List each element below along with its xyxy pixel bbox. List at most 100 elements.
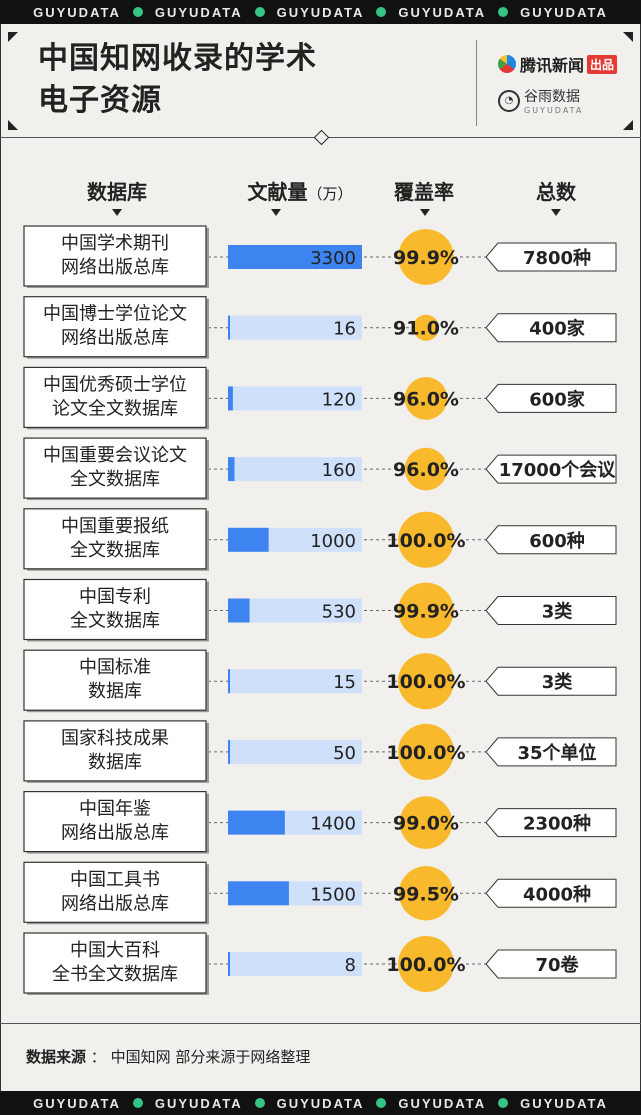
- coverage-bubble: [399, 796, 453, 849]
- total-label: 7800种: [523, 247, 591, 269]
- bar: [228, 315, 230, 340]
- bar-track: [228, 669, 362, 694]
- category-label: 网络出版总库: [61, 823, 169, 844]
- strip-word: GUYUDATA: [33, 4, 121, 20]
- bar-track: [228, 315, 362, 340]
- guyu-sub: GUYUDATA: [524, 106, 584, 115]
- total-label: 70卷: [535, 954, 579, 976]
- bar-track: [228, 952, 362, 976]
- coverage-label: 99.9%: [393, 601, 459, 623]
- category-label: 中国专利: [79, 587, 151, 608]
- category-label: 全文数据库: [70, 611, 160, 632]
- corner-mark: [623, 120, 633, 130]
- strip-word: GUYUDATA: [33, 1095, 121, 1111]
- total-tag: [485, 666, 617, 696]
- total-label: 400家: [529, 318, 586, 340]
- coverage-label: 100.0%: [386, 954, 465, 976]
- coverage-bubble: [398, 723, 454, 780]
- coverage-bubble: [413, 314, 439, 341]
- tencent-news-tag: 出品: [587, 54, 618, 74]
- total-tag: [485, 383, 617, 413]
- total-label: 35个单位: [517, 742, 596, 764]
- data-source: 数据来源 ： 中国知网 部分来源于网络整理: [26, 1046, 310, 1067]
- header-database: 数据库: [87, 180, 147, 204]
- guyu-data-brand: ◔ 谷雨数据 GUYUDATA: [498, 86, 583, 115]
- bar: [228, 245, 362, 269]
- top-strip: GUYUDATA GUYUDATA GUYUDATA GUYUDATA GUYUDATA: [0, 0, 641, 24]
- strip-dot-icon: [498, 7, 509, 17]
- coverage-bubble: [398, 866, 454, 921]
- arrow-down-icon: [112, 209, 122, 216]
- total-tag: [485, 808, 617, 838]
- category-box: [23, 225, 207, 287]
- coverage-label: 100.0%: [386, 530, 465, 552]
- coverage-label: 96.0%: [393, 388, 459, 410]
- bar-value-label: 120: [322, 389, 356, 410]
- total-label: 3类: [542, 671, 574, 693]
- bar: [228, 457, 235, 482]
- strip-dot-icon: [498, 1098, 509, 1108]
- strip-dot-icon: [376, 1098, 387, 1108]
- strip-word: GUYUDATA: [154, 1095, 243, 1111]
- total-tag: [485, 242, 617, 272]
- total-tag: [485, 313, 617, 343]
- coverage-label: 100.0%: [386, 742, 465, 764]
- bar: [228, 669, 230, 694]
- category-label: 数据库: [88, 681, 142, 702]
- corner-mark: [8, 120, 18, 130]
- coverage-label: 99.0%: [393, 813, 459, 835]
- coverage-bubble: [404, 377, 448, 420]
- strip-dot-icon: [132, 7, 143, 17]
- strip-word: GUYUDATA: [520, 4, 608, 20]
- arrow-down-icon: [551, 209, 561, 216]
- bar: [228, 598, 250, 623]
- category-label: 全书全文数据库: [52, 964, 178, 985]
- strip-word: GUYUDATA: [520, 1095, 608, 1111]
- category-label: 中国年鉴: [79, 799, 151, 820]
- source-separator: [0, 1023, 641, 1024]
- coverage-bubble: [398, 582, 454, 639]
- category-label: 网络出版总库: [61, 257, 169, 278]
- bar: [228, 739, 231, 764]
- total-tag: [485, 596, 617, 625]
- category-label: 网络出版总库: [61, 328, 169, 349]
- guyu-logo-icon: ◔: [498, 89, 520, 112]
- title-line-2: 电子资源: [38, 83, 162, 118]
- category-label: 国家科技成果: [61, 728, 169, 749]
- coverage-label: 96.0%: [393, 459, 459, 481]
- category-box: [23, 790, 207, 853]
- category-label: 全文数据库: [70, 469, 160, 490]
- bar: [228, 881, 289, 906]
- bar-value-label: 530: [322, 602, 356, 623]
- source-colon: ：: [90, 1048, 106, 1066]
- bar-value-label: 1000: [310, 531, 356, 552]
- bar-track: [228, 386, 362, 411]
- strip-word: GUYUDATA: [398, 1095, 487, 1111]
- bar-value-label: 15: [333, 672, 356, 693]
- coverage-label: 99.5%: [393, 883, 459, 905]
- total-label: 17000个会议: [499, 459, 617, 481]
- total-label: 600家: [529, 388, 586, 410]
- bar-value-label: 1500: [310, 884, 356, 905]
- category-label: 中国大百科: [70, 940, 160, 961]
- coverage-label: 99.9%: [393, 247, 459, 269]
- guyu-name: 谷雨数据: [524, 89, 580, 105]
- category-box: [23, 861, 207, 923]
- bar-value-label: 8: [345, 955, 356, 976]
- total-label: 600种: [529, 530, 585, 552]
- tencent-news-brand: 腾讯新闻 出品: [498, 52, 618, 76]
- bar-value-label: 16: [333, 319, 356, 340]
- coverage-bubble: [404, 447, 448, 491]
- corner-mark: [8, 32, 18, 42]
- corner-mark: [623, 32, 633, 42]
- header-volume-unit: （万）: [307, 185, 353, 203]
- strip-dot-icon: [376, 7, 387, 17]
- bar-value-label: 160: [322, 460, 356, 481]
- strip-dot-icon: [254, 7, 265, 17]
- strip-word: GUYUDATA: [398, 4, 487, 20]
- coverage-bubble: [398, 511, 454, 568]
- strip-word: GUYUDATA: [276, 1095, 365, 1111]
- total-tag: [485, 878, 617, 908]
- category-label: 中国优秀硕士学位: [43, 374, 187, 395]
